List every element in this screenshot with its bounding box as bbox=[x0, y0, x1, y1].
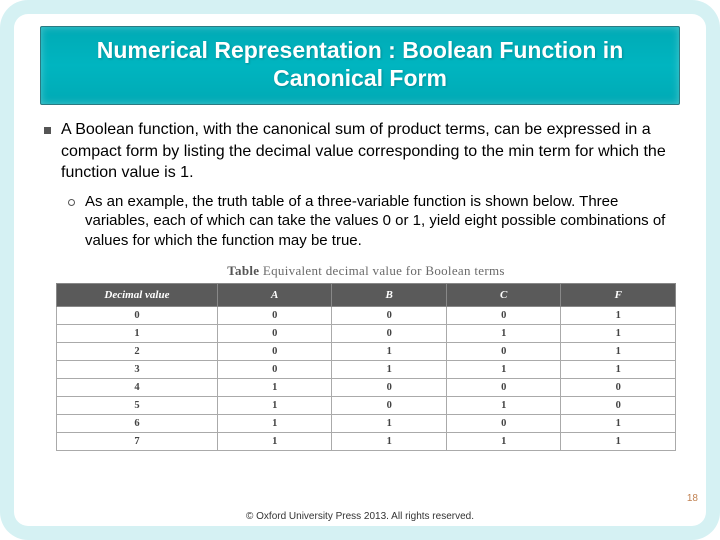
cell: 1 bbox=[446, 361, 561, 379]
cell: 1 bbox=[217, 397, 332, 415]
cell: 6 bbox=[57, 415, 218, 433]
cell: 1 bbox=[561, 361, 676, 379]
cell: 1 bbox=[217, 379, 332, 397]
cell: 0 bbox=[561, 397, 676, 415]
cell: 0 bbox=[217, 307, 332, 325]
col-f: F bbox=[561, 284, 676, 307]
bullet-level-1: A Boolean function, with the canonical s… bbox=[44, 119, 676, 184]
table-body: 0 0 0 0 1 1 0 0 1 1 2 0 1 0 bbox=[57, 307, 676, 451]
truth-table: Decimal value A B C F 0 0 0 0 1 1 0 bbox=[56, 283, 676, 451]
cell: 1 bbox=[332, 415, 447, 433]
slide-title: Numerical Representation : Boolean Funct… bbox=[61, 37, 659, 92]
table-row: 3 0 1 1 1 bbox=[57, 361, 676, 379]
cell: 3 bbox=[57, 361, 218, 379]
cell: 0 bbox=[561, 379, 676, 397]
table-head: Decimal value A B C F bbox=[57, 284, 676, 307]
cell: 1 bbox=[217, 433, 332, 451]
cell: 0 bbox=[446, 307, 561, 325]
cell: 1 bbox=[561, 307, 676, 325]
cell: 1 bbox=[446, 433, 561, 451]
title-banner: Numerical Representation : Boolean Funct… bbox=[40, 26, 680, 105]
cell: 0 bbox=[446, 415, 561, 433]
circle-bullet-icon bbox=[68, 199, 75, 206]
col-c: C bbox=[446, 284, 561, 307]
table-row: 0 0 0 0 1 bbox=[57, 307, 676, 325]
cell: 1 bbox=[446, 397, 561, 415]
content-area: A Boolean function, with the canonical s… bbox=[0, 105, 720, 250]
square-bullet-icon bbox=[44, 127, 51, 134]
cell: 4 bbox=[57, 379, 218, 397]
cell: 5 bbox=[57, 397, 218, 415]
col-decimal: Decimal value bbox=[57, 284, 218, 307]
cell: 1 bbox=[561, 325, 676, 343]
cell: 1 bbox=[57, 325, 218, 343]
table-caption: Table Equivalent decimal value for Boole… bbox=[56, 260, 676, 283]
cell: 0 bbox=[332, 307, 447, 325]
copyright-text: © Oxford University Press 2013. All righ… bbox=[0, 511, 720, 522]
cell: 0 bbox=[446, 343, 561, 361]
cell: 1 bbox=[217, 415, 332, 433]
cell: 0 bbox=[446, 379, 561, 397]
page-number: 18 bbox=[687, 493, 698, 504]
table-region: Table Equivalent decimal value for Boole… bbox=[56, 260, 676, 451]
cell: 1 bbox=[446, 325, 561, 343]
slide-frame: Numerical Representation : Boolean Funct… bbox=[0, 0, 720, 540]
cell: 0 bbox=[57, 307, 218, 325]
col-b: B bbox=[332, 284, 447, 307]
table-row: 2 0 1 0 1 bbox=[57, 343, 676, 361]
cell: 0 bbox=[332, 397, 447, 415]
table-header-row: Decimal value A B C F bbox=[57, 284, 676, 307]
table-caption-rest: Equivalent decimal value for Boolean ter… bbox=[259, 263, 504, 278]
table-row: 1 0 0 1 1 bbox=[57, 325, 676, 343]
table-caption-bold: Table bbox=[227, 263, 259, 278]
bullet-l1-text: A Boolean function, with the canonical s… bbox=[61, 119, 676, 184]
bullet-l2-text: As an example, the truth table of a thre… bbox=[85, 192, 676, 251]
cell: 0 bbox=[217, 343, 332, 361]
cell: 7 bbox=[57, 433, 218, 451]
cell: 2 bbox=[57, 343, 218, 361]
table-row: 4 1 0 0 0 bbox=[57, 379, 676, 397]
cell: 0 bbox=[217, 325, 332, 343]
table-row: 7 1 1 1 1 bbox=[57, 433, 676, 451]
cell: 1 bbox=[332, 361, 447, 379]
cell: 0 bbox=[332, 379, 447, 397]
table-row: 5 1 0 1 0 bbox=[57, 397, 676, 415]
cell: 1 bbox=[332, 433, 447, 451]
col-a: A bbox=[217, 284, 332, 307]
bullet-level-2: As an example, the truth table of a thre… bbox=[68, 192, 676, 251]
cell: 1 bbox=[561, 343, 676, 361]
cell: 1 bbox=[561, 433, 676, 451]
cell: 0 bbox=[332, 325, 447, 343]
table-row: 6 1 1 0 1 bbox=[57, 415, 676, 433]
cell: 0 bbox=[217, 361, 332, 379]
cell: 1 bbox=[561, 415, 676, 433]
cell: 1 bbox=[332, 343, 447, 361]
